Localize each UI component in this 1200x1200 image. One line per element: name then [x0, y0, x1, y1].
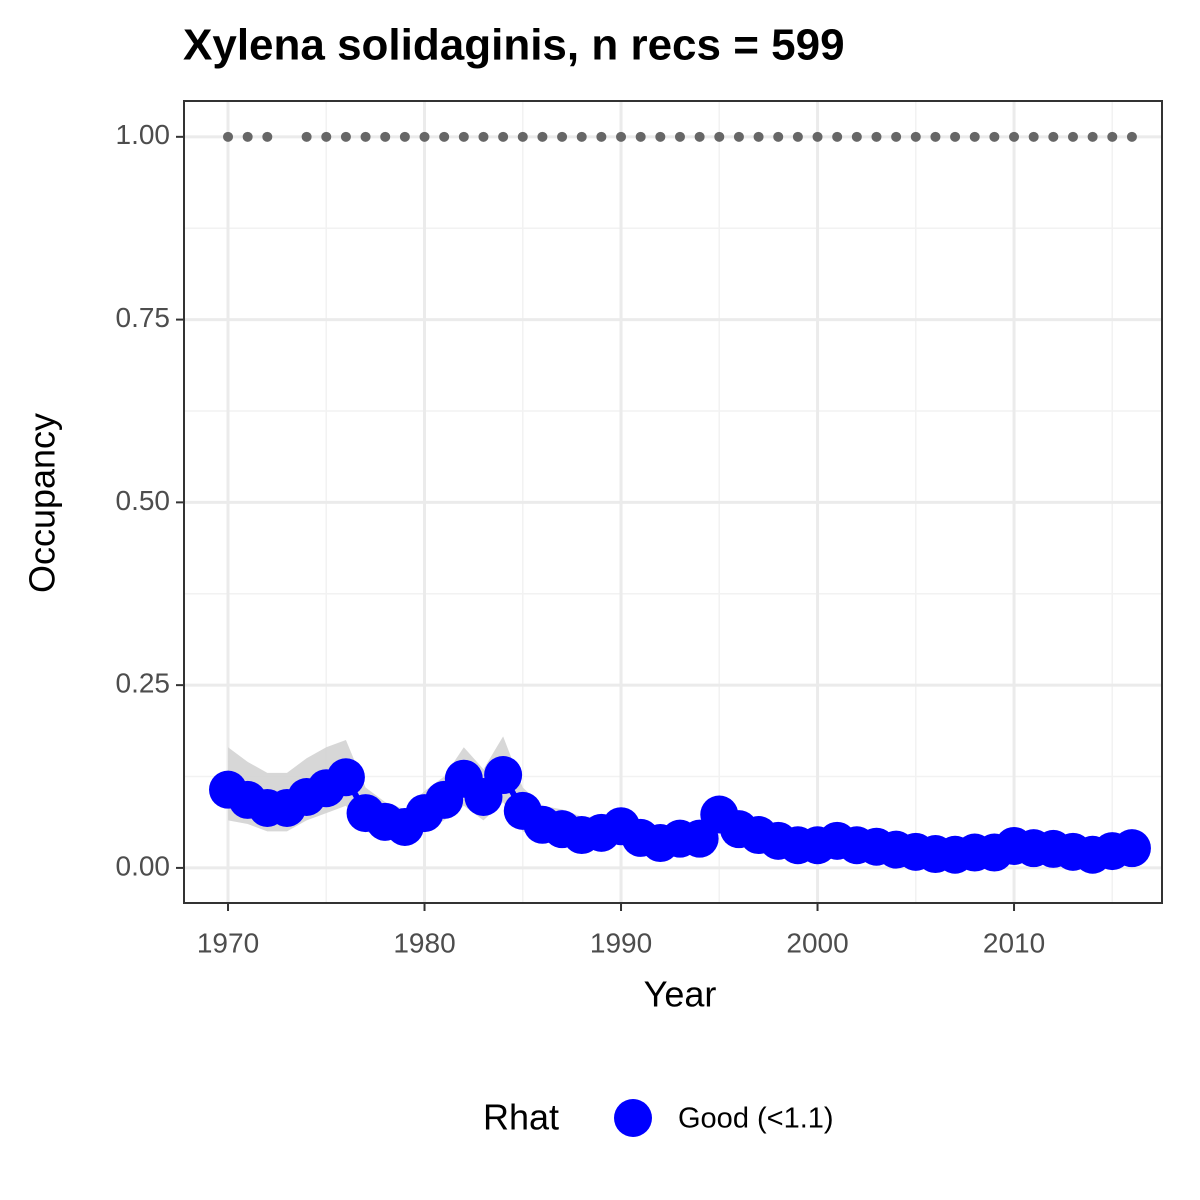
record-dot: [419, 131, 430, 142]
record-dot: [1067, 131, 1078, 142]
x-tick-label: 1980: [393, 927, 455, 958]
record-dot: [360, 131, 371, 142]
y-tick-label: 1.00: [116, 119, 171, 150]
x-tick-label: 1970: [197, 927, 259, 958]
record-dot: [223, 131, 234, 142]
record-dot: [439, 131, 450, 142]
record-dot: [1028, 131, 1039, 142]
point: [484, 756, 523, 795]
point: [326, 758, 365, 797]
point: [1112, 829, 1151, 868]
record-dot: [1048, 131, 1059, 142]
record-dot: [537, 131, 548, 142]
record-dot: [1009, 131, 1020, 142]
record-dot: [812, 131, 823, 142]
record-dot: [950, 131, 961, 142]
record-dot: [871, 131, 882, 142]
record-dot: [910, 131, 921, 142]
record-dot: [851, 131, 862, 142]
plot-border: [183, 100, 1163, 904]
record-dot: [773, 131, 784, 142]
record-dot: [498, 131, 509, 142]
record-dot: [635, 131, 646, 142]
x-tick-label: 2000: [786, 927, 848, 958]
record-dot: [792, 131, 803, 142]
record-dot: [399, 131, 410, 142]
record-dot: [655, 131, 666, 142]
record-dot: [340, 131, 351, 142]
x-tick-label: 2010: [983, 927, 1045, 958]
x-axis-label: Year: [644, 974, 717, 1015]
x-tick-label: 1990: [590, 927, 652, 958]
y-axis-label: Occupancy: [22, 413, 63, 593]
record-dot: [576, 131, 587, 142]
record-dot: [1126, 131, 1137, 142]
record-dot: [557, 131, 568, 142]
record-dot: [478, 131, 489, 142]
record-dot: [891, 131, 902, 142]
record-dot: [616, 131, 627, 142]
record-dot: [674, 131, 685, 142]
y-tick-label: 0.50: [116, 485, 171, 516]
chart-title: Xylena solidaginis, n recs = 599: [183, 21, 845, 70]
record-dot: [753, 131, 764, 142]
record-dot: [458, 131, 469, 142]
record-dot: [694, 131, 705, 142]
record-dot: [596, 131, 607, 142]
record-dot: [262, 131, 273, 142]
record-dot: [380, 131, 391, 142]
record-dot: [517, 131, 528, 142]
record-dot: [733, 131, 744, 142]
y-tick-label: 0.00: [116, 850, 171, 881]
record-dot: [930, 131, 941, 142]
record-dot: [301, 131, 312, 142]
record-dot: [989, 131, 1000, 142]
legend-title: Rhat: [483, 1097, 559, 1138]
record-dot: [1087, 131, 1098, 142]
record-dot: [321, 131, 332, 142]
record-dot: [242, 131, 253, 142]
legend-key: [614, 1099, 652, 1137]
y-tick-label: 0.75: [116, 302, 171, 333]
y-tick-label: 0.25: [116, 668, 171, 699]
record-dot: [714, 131, 725, 142]
record-dot: [969, 131, 980, 142]
record-dot: [1107, 131, 1118, 142]
legend-label: Good (<1.1): [678, 1103, 834, 1135]
record-dot: [832, 131, 843, 142]
